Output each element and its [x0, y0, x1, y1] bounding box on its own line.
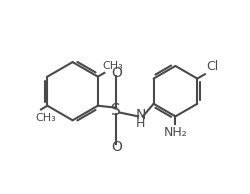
Text: NH₂: NH₂: [164, 126, 187, 139]
Text: CH₃: CH₃: [36, 113, 56, 124]
Text: H: H: [136, 117, 145, 130]
Text: O: O: [111, 140, 122, 154]
Text: O: O: [111, 66, 122, 80]
Text: S: S: [112, 103, 121, 118]
Text: Cl: Cl: [206, 60, 218, 73]
Text: CH₃: CH₃: [103, 61, 124, 71]
Text: N: N: [135, 108, 146, 122]
